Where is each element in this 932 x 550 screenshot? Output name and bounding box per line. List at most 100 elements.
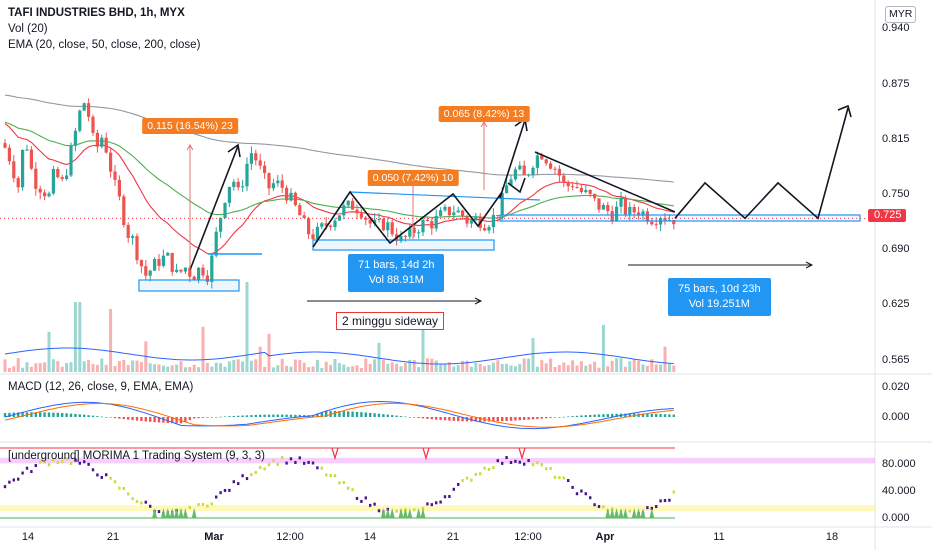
candle-body[interactable]	[144, 266, 148, 276]
sell-signal-marker[interactable]	[331, 447, 339, 461]
candle-body[interactable]	[522, 165, 526, 175]
trend-line[interactable]	[534, 151, 676, 213]
candle-body[interactable]	[408, 227, 412, 237]
candle-body[interactable]	[575, 187, 579, 189]
candle-body[interactable]	[535, 155, 539, 168]
projection-zigzag[interactable]	[674, 107, 849, 220]
buy-signal-marker[interactable]	[605, 508, 611, 518]
buy-signal-marker[interactable]	[182, 508, 188, 518]
candle-body[interactable]	[47, 193, 51, 197]
candle-body[interactable]	[364, 217, 368, 220]
candle-body[interactable]	[399, 235, 403, 242]
candle-body[interactable]	[531, 167, 535, 175]
buy-signal-marker[interactable]	[416, 508, 422, 518]
candle-body[interactable]	[219, 217, 223, 232]
candle-body[interactable]	[245, 163, 249, 187]
buy-signal-marker[interactable]	[389, 508, 395, 518]
candle-body[interactable]	[544, 159, 548, 164]
candle-body[interactable]	[43, 192, 47, 197]
candle-body[interactable]	[109, 152, 113, 172]
candle-body[interactable]	[236, 181, 240, 188]
buy-signal-marker[interactable]	[402, 508, 408, 518]
candle-body[interactable]	[249, 153, 253, 164]
candle-body[interactable]	[183, 267, 187, 272]
candle-body[interactable]	[623, 197, 627, 215]
candle-body[interactable]	[487, 227, 491, 231]
candle-body[interactable]	[615, 206, 619, 222]
candle-body[interactable]	[628, 207, 632, 215]
sell-signal-marker[interactable]	[422, 447, 430, 461]
candle-body[interactable]	[491, 214, 495, 228]
candle-body[interactable]	[302, 215, 306, 219]
volume-indicator-label[interactable]: Vol (20)	[8, 23, 48, 35]
ema-line[interactable]	[4, 94, 674, 183]
candle-body[interactable]	[469, 220, 473, 224]
candle-body[interactable]	[447, 206, 451, 216]
candle-body[interactable]	[672, 219, 676, 225]
candle-body[interactable]	[474, 216, 478, 221]
buy-signal-marker[interactable]	[622, 508, 628, 518]
candle-body[interactable]	[610, 211, 614, 222]
candle-body[interactable]	[139, 260, 143, 267]
buy-signal-marker[interactable]	[380, 508, 386, 518]
text-note[interactable]: 2 minggu sideway	[336, 312, 445, 330]
candle-body[interactable]	[131, 236, 135, 238]
candle-body[interactable]	[12, 161, 16, 179]
candle-body[interactable]	[505, 185, 509, 194]
macd-indicator-label[interactable]: MACD (12, 26, close, 9, EMA, EMA)	[8, 381, 194, 393]
buy-signal-marker[interactable]	[407, 508, 413, 518]
buy-signal-marker[interactable]	[165, 508, 171, 518]
candle-body[interactable]	[223, 202, 227, 218]
candle-body[interactable]	[192, 276, 196, 281]
zigzag-pattern[interactable]	[312, 190, 503, 248]
candle-body[interactable]	[645, 211, 649, 222]
candle-body[interactable]	[588, 189, 592, 194]
candle-body[interactable]	[126, 225, 130, 238]
price-range-badge[interactable]: 0.115 (16.54%) 23	[142, 118, 238, 134]
trend-line[interactable]	[349, 191, 541, 201]
candle-body[interactable]	[465, 216, 469, 224]
candle-body[interactable]	[95, 132, 99, 147]
candle-body[interactable]	[562, 175, 566, 182]
candle-body[interactable]	[3, 143, 7, 148]
candle-body[interactable]	[518, 165, 522, 170]
candle-body[interactable]	[324, 223, 328, 226]
candle-body[interactable]	[342, 205, 346, 216]
candle-body[interactable]	[377, 218, 381, 220]
candle-body[interactable]	[566, 181, 570, 187]
candle-body[interactable]	[157, 258, 161, 266]
buy-signal-marker[interactable]	[640, 508, 646, 518]
price-range-badge[interactable]: 0.065 (8.42%) 13	[438, 106, 530, 122]
buy-signal-marker[interactable]	[636, 508, 642, 518]
candle-body[interactable]	[271, 183, 275, 189]
support-zone-rect[interactable]	[499, 214, 861, 222]
candle-body[interactable]	[38, 188, 42, 193]
candle-body[interactable]	[241, 186, 245, 188]
candle-body[interactable]	[579, 187, 583, 193]
buy-signal-marker[interactable]	[420, 508, 426, 518]
candle-body[interactable]	[205, 275, 209, 282]
candle-body[interactable]	[329, 225, 333, 228]
candle-body[interactable]	[593, 193, 597, 199]
bar-range-info-box[interactable]: 71 bars, 14d 2h Vol 88.91M	[348, 254, 445, 292]
candle-body[interactable]	[87, 103, 91, 117]
candle-body[interactable]	[315, 226, 319, 240]
buy-signal-marker[interactable]	[191, 508, 197, 518]
buy-signal-marker[interactable]	[618, 508, 624, 518]
currency-label[interactable]: MYR	[885, 6, 917, 23]
candle-body[interactable]	[276, 180, 280, 184]
candle-body[interactable]	[483, 228, 487, 231]
candle-body[interactable]	[100, 137, 104, 147]
candle-body[interactable]	[373, 219, 377, 224]
support-zone-rect[interactable]	[312, 239, 495, 251]
candle-body[interactable]	[386, 222, 390, 231]
candle-body[interactable]	[403, 235, 407, 237]
candle-body[interactable]	[91, 116, 95, 133]
ema-line[interactable]	[4, 123, 674, 255]
candle-body[interactable]	[430, 221, 434, 229]
candle-body[interactable]	[285, 187, 289, 201]
candle-body[interactable]	[254, 153, 258, 161]
candle-body[interactable]	[113, 171, 117, 180]
candle-body[interactable]	[153, 258, 157, 271]
candle-body[interactable]	[289, 192, 293, 201]
